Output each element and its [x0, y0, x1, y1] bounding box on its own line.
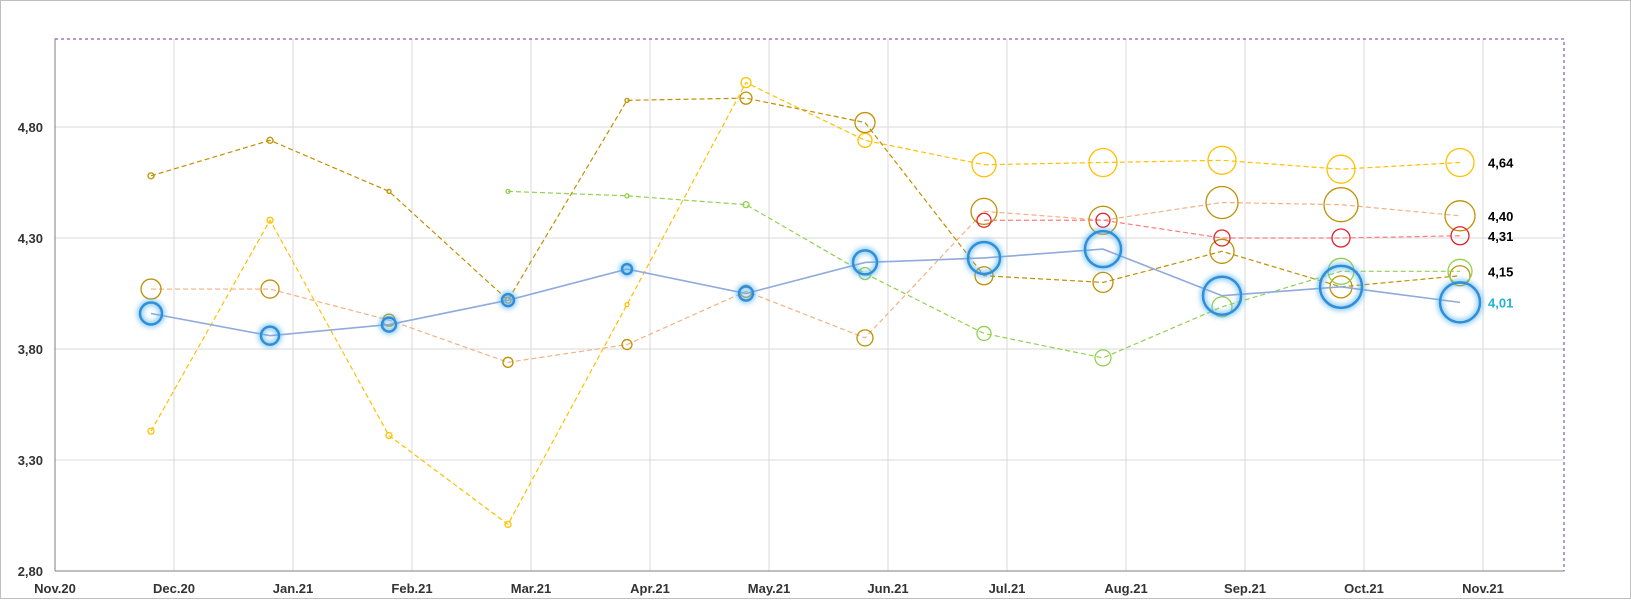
x-tick-label: Jul.21	[989, 581, 1026, 596]
series-line	[984, 219, 1461, 239]
data-point	[740, 76, 752, 89]
x-tick-label: Sep.21	[1224, 581, 1266, 596]
y-tick-label: 4,80	[18, 120, 43, 135]
data-point	[380, 316, 398, 333]
x-tick-label: Jun.21	[867, 581, 908, 596]
series-5	[976, 212, 1470, 248]
data-point	[742, 201, 750, 209]
data-point	[266, 136, 274, 144]
data-point	[147, 427, 155, 435]
data-point	[1318, 264, 1364, 310]
series-line	[150, 248, 1461, 337]
data-point	[1449, 265, 1471, 287]
data-point	[1444, 200, 1476, 232]
data-point	[624, 301, 630, 308]
data-point	[259, 325, 281, 346]
x-tick-label: Feb.21	[391, 581, 432, 596]
data-point	[1331, 228, 1351, 248]
data-point	[266, 216, 274, 224]
data-point	[1207, 145, 1237, 175]
data-point	[1329, 275, 1353, 299]
series-line	[150, 97, 1461, 302]
data-point	[1095, 212, 1111, 228]
series-0	[138, 229, 1482, 346]
end-value-label: 4,01	[1488, 295, 1513, 310]
series-line	[151, 201, 1461, 363]
data-point	[1323, 187, 1359, 223]
data-point	[739, 91, 753, 105]
data-point	[505, 188, 511, 195]
end-value-label: 4,40	[1488, 209, 1513, 224]
x-tick-label: Mar.21	[511, 581, 551, 596]
gridlines	[55, 39, 1564, 571]
data-point	[1445, 147, 1475, 178]
x-tick-label: Nov.20	[34, 581, 76, 596]
data-point	[260, 279, 280, 299]
data-point	[385, 431, 393, 440]
data-point	[1213, 229, 1231, 247]
data-point	[1201, 275, 1243, 316]
data-point	[1209, 238, 1235, 264]
data-point	[502, 356, 514, 368]
plot-area-border	[54, 38, 1565, 572]
data-point	[147, 172, 155, 180]
data-point	[138, 301, 164, 326]
series	[138, 76, 1482, 529]
data-point	[971, 152, 997, 178]
data-point	[386, 188, 392, 195]
end-value-label: 4,31	[1488, 229, 1513, 244]
data-point	[966, 240, 1002, 276]
x-tick-label: Oct.21	[1344, 581, 1384, 596]
data-point	[974, 266, 994, 286]
data-point	[1438, 281, 1482, 324]
data-point	[620, 262, 634, 276]
series-3	[147, 91, 1471, 304]
end-value-label: 4,15	[1488, 264, 1513, 279]
data-point	[1083, 229, 1123, 269]
data-point	[1211, 296, 1233, 318]
x-tick-label: Nov.21	[1462, 581, 1504, 596]
data-point	[976, 212, 992, 228]
data-point	[970, 197, 998, 226]
data-point	[1450, 226, 1470, 246]
data-point	[504, 520, 512, 529]
data-point	[856, 329, 874, 347]
y-tick-label: 2,80	[18, 564, 43, 579]
data-point	[1088, 147, 1118, 178]
data-point	[624, 97, 630, 104]
x-tick-label: May.21	[748, 581, 790, 596]
data-point	[851, 249, 879, 276]
x-tick-label: Apr.21	[630, 581, 670, 596]
data-point	[1205, 185, 1239, 220]
data-point	[624, 193, 630, 199]
data-point	[1094, 349, 1112, 367]
data-point	[621, 338, 633, 351]
data-point	[1092, 271, 1114, 294]
x-tick-label: Dec.20	[153, 581, 195, 596]
series-line	[150, 81, 1461, 526]
data-point	[854, 111, 876, 134]
x-tick-label: Jan.21	[273, 581, 313, 596]
y-tick-label: 3,80	[18, 342, 43, 357]
y-tick-label: 3,30	[18, 453, 43, 468]
series-1	[147, 76, 1475, 529]
series-line	[507, 190, 1460, 359]
data-point	[976, 325, 992, 342]
data-point	[737, 285, 755, 302]
axes: 2,80 3,30 3,80 4,30 4,80 Nov.20 Dec.20 Jan.21 Fe…	[18, 39, 1564, 596]
end-labels: 4,64 4,40 4,15 4,31 4,01	[1488, 156, 1514, 311]
data-point	[500, 292, 516, 308]
end-value-label: 4,64	[1488, 156, 1514, 171]
data-point	[857, 132, 873, 148]
y-tick-label: 4,30	[18, 231, 43, 246]
data-point	[1326, 154, 1356, 184]
x-tick-label: Aug.21	[1104, 581, 1147, 596]
series-2	[140, 185, 1476, 368]
data-point	[140, 278, 162, 300]
